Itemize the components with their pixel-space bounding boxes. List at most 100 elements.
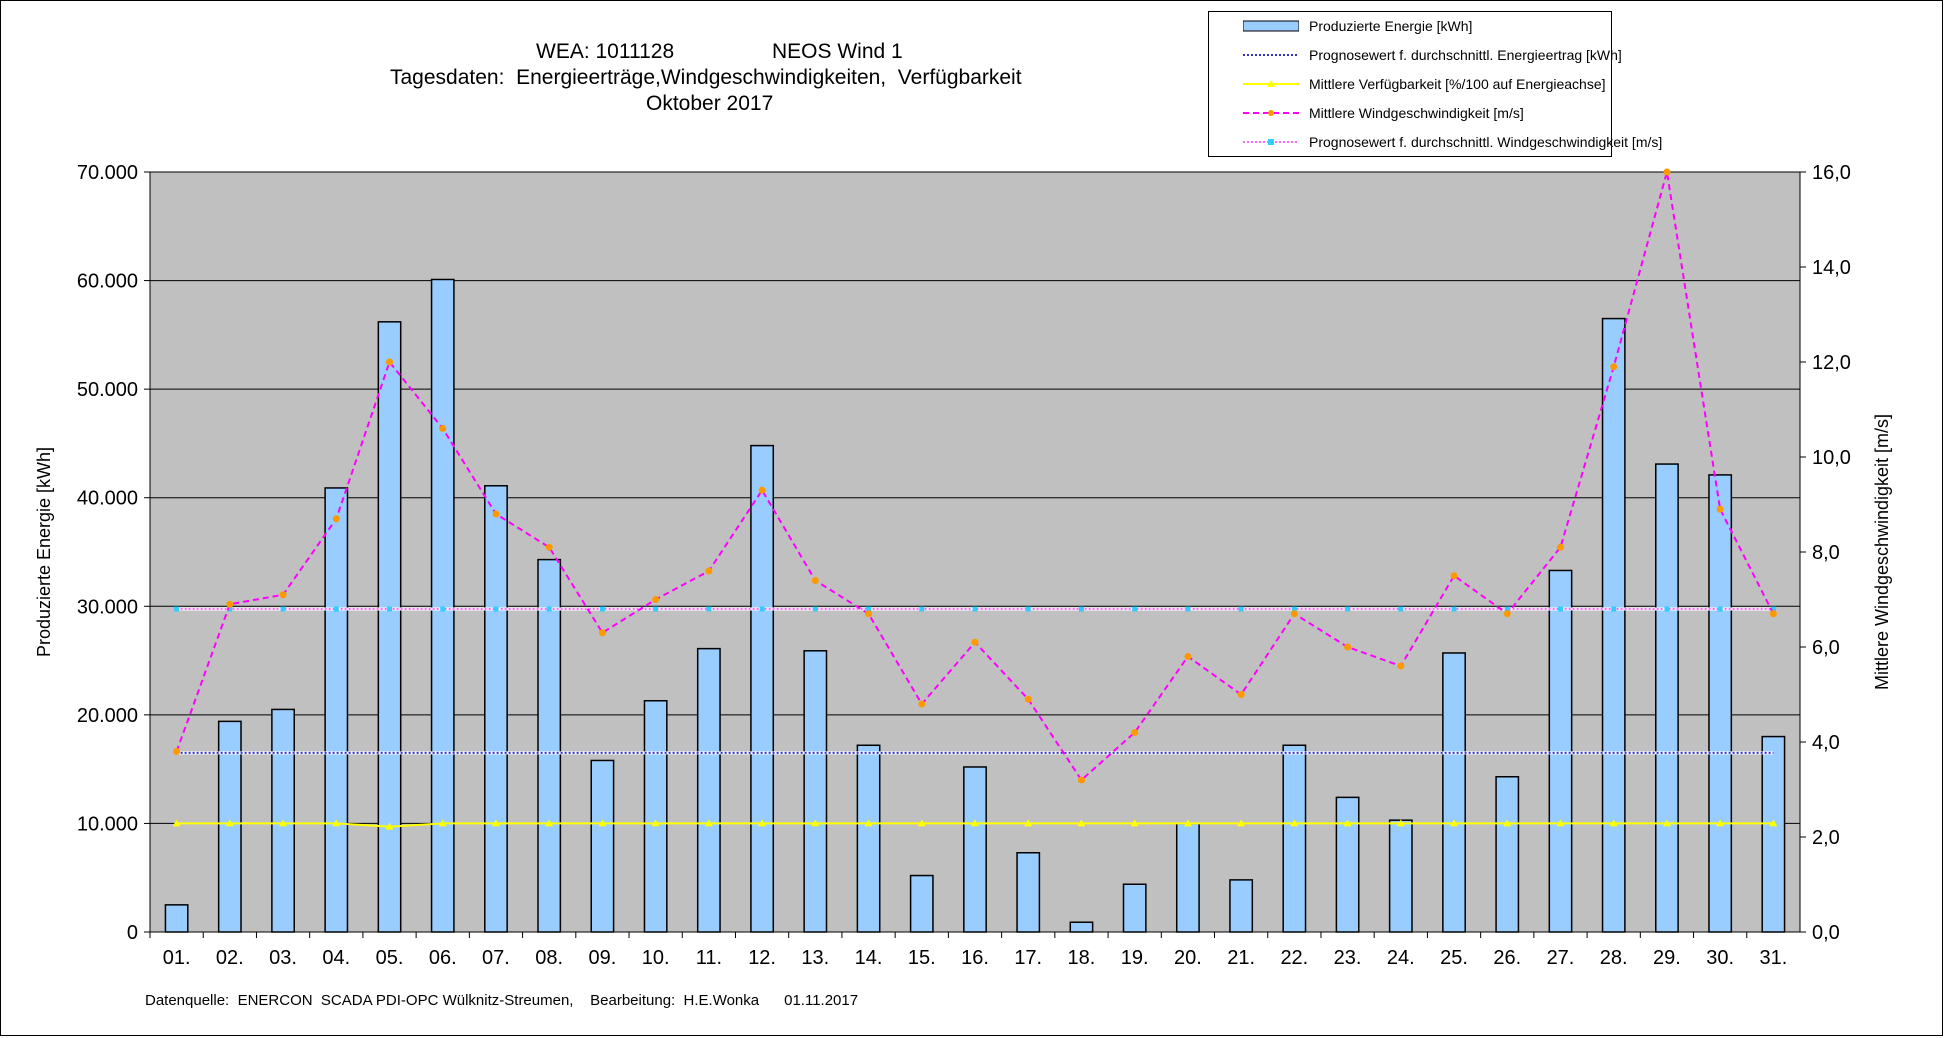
x-tick-label: 22. (1280, 947, 1308, 969)
legend-item-wind-forecast: Prognosewert f. durchschnittl. Windgesch… (1219, 132, 1662, 152)
energy-bar (1175, 822, 1200, 933)
x-tick-label: 18. (1068, 947, 1096, 969)
x-tick-label: 28. (1600, 947, 1628, 969)
legend-label-wind: Mittlere Windgeschwindigkeit [m/s] (1309, 105, 1524, 121)
x-tick-label: 25. (1440, 947, 1468, 969)
energy-bar (324, 487, 349, 933)
wind-speed-marker (865, 610, 873, 618)
y-left-tick-label: 40.000 (77, 488, 138, 510)
x-tick-label: 08. (535, 947, 563, 969)
availability-marker (1716, 819, 1725, 827)
wind-forecast-marker (1398, 606, 1404, 612)
availability-marker (545, 819, 554, 827)
availability-marker (1556, 819, 1565, 827)
chart-footer: Datenquelle: ENERCON SCADA PDI-OPC Wülkn… (145, 992, 859, 1009)
availability-marker (811, 819, 820, 827)
availability-marker (1609, 819, 1618, 827)
wind-forecast-marker (812, 606, 818, 612)
y-right-tick-label: 16,0 (1812, 162, 1851, 184)
availability-marker (225, 819, 234, 827)
energy-bar (1388, 819, 1413, 933)
wind-speed-marker (1397, 662, 1405, 670)
y-right-tick-label: 6,0 (1812, 637, 1840, 659)
energy-bar (963, 766, 987, 933)
x-tick-label: 03. (269, 947, 297, 969)
wind-forecast-marker (440, 606, 446, 612)
wind-forecast-marker (759, 606, 765, 612)
wind-speed-marker (492, 510, 500, 518)
energy-bar (696, 647, 721, 933)
energy-bar (1069, 921, 1094, 933)
availability-marker (385, 822, 394, 830)
energy-bar (1442, 652, 1466, 933)
wind-forecast-marker (1345, 606, 1351, 612)
wind-speed-marker (279, 591, 287, 599)
energy-bar (1282, 744, 1307, 933)
legend-line-swatch (1243, 139, 1299, 145)
energy-bar (803, 650, 828, 933)
x-tick-label: 04. (322, 947, 350, 969)
wind-speed-marker (652, 596, 660, 603)
x-tick-label: 07. (482, 947, 510, 969)
wind-speed-marker (1663, 168, 1671, 176)
y-left-tick-label: 20.000 (77, 705, 138, 727)
wind-forecast-marker (1185, 606, 1191, 612)
legend-item-wind: Mittlere Windgeschwindigkeit [m/s] (1219, 103, 1609, 123)
availability-marker (917, 819, 926, 827)
availability-marker (1503, 819, 1512, 827)
wind-speed-marker (1610, 363, 1618, 371)
wind-speed-marker (971, 638, 979, 646)
availability-marker (332, 819, 341, 827)
x-tick-label: 11. (696, 947, 722, 969)
y-left-tick-label: 10.000 (77, 813, 138, 835)
y-right-tick-label: 2,0 (1812, 827, 1840, 849)
availability-marker (1396, 819, 1405, 827)
y-right-tick-label: 0,0 (1812, 922, 1840, 944)
wind-speed-marker (173, 748, 181, 755)
wind-speed-marker (1769, 610, 1777, 618)
wind-forecast-marker (1238, 606, 1244, 612)
y-left-tick-label: 70.000 (77, 162, 138, 184)
wind-speed-marker (1450, 572, 1458, 580)
wind-forecast-marker (1717, 606, 1723, 612)
x-tick-label: 30. (1706, 947, 1734, 969)
wind-forecast-marker (1078, 606, 1084, 612)
availability-marker (1769, 819, 1778, 827)
x-tick-label: 31. (1759, 947, 1787, 969)
wind-forecast-marker (280, 606, 286, 612)
legend-label-energy: Produzierte Energie [kWh] (1309, 18, 1473, 34)
wind-forecast-marker (1611, 606, 1617, 612)
y-right-tick-label: 8,0 (1812, 542, 1840, 564)
legend-line-swatch (1243, 80, 1299, 87)
x-tick-label: 17. (1014, 947, 1042, 969)
wind-speed-marker (1184, 653, 1192, 660)
wind-speed-marker (226, 600, 234, 608)
availability-marker (1077, 819, 1086, 827)
availability-marker (1290, 819, 1299, 827)
availability-marker (279, 819, 288, 827)
x-tick-label: 24. (1387, 947, 1415, 969)
wind-forecast-marker (387, 606, 393, 612)
energy-bar (430, 278, 455, 933)
y-left-tick-label: 50.000 (77, 379, 138, 401)
wind-forecast-marker (1291, 606, 1297, 612)
legend-item-energy: Produzierte Energie [kWh] (1219, 16, 1609, 36)
y-right-axis-label: Mittlere Windgeschwindigkeit [m/s] (1872, 414, 1892, 690)
wind-speed-marker (545, 543, 553, 551)
legend-item-availability: Mittlere Verfügbarkeit [%/100 auf Energi… (1219, 74, 1609, 94)
chart-title-park: NEOS Wind 1 (772, 40, 903, 63)
wind-forecast-marker (546, 606, 552, 612)
wind-forecast-marker (174, 606, 180, 612)
wind-forecast-marker (706, 606, 712, 612)
wind-speed-marker (1131, 729, 1139, 736)
wind-forecast-marker (972, 606, 978, 612)
wind-speed-marker (1716, 505, 1724, 513)
wind-speed-marker (1503, 610, 1511, 618)
legend-label-availability: Mittlere Verfügbarkeit [%/100 auf Energi… (1309, 76, 1606, 92)
wind-speed-marker (1344, 643, 1352, 651)
x-tick-label: 09. (589, 947, 617, 969)
availability-marker (1237, 819, 1246, 827)
legend-label-energy-forecast: Prognosewert f. durchschnittl. Energieer… (1309, 47, 1622, 63)
legend-label-wind-forecast: Prognosewert f. durchschnittl. Windgesch… (1309, 134, 1663, 150)
